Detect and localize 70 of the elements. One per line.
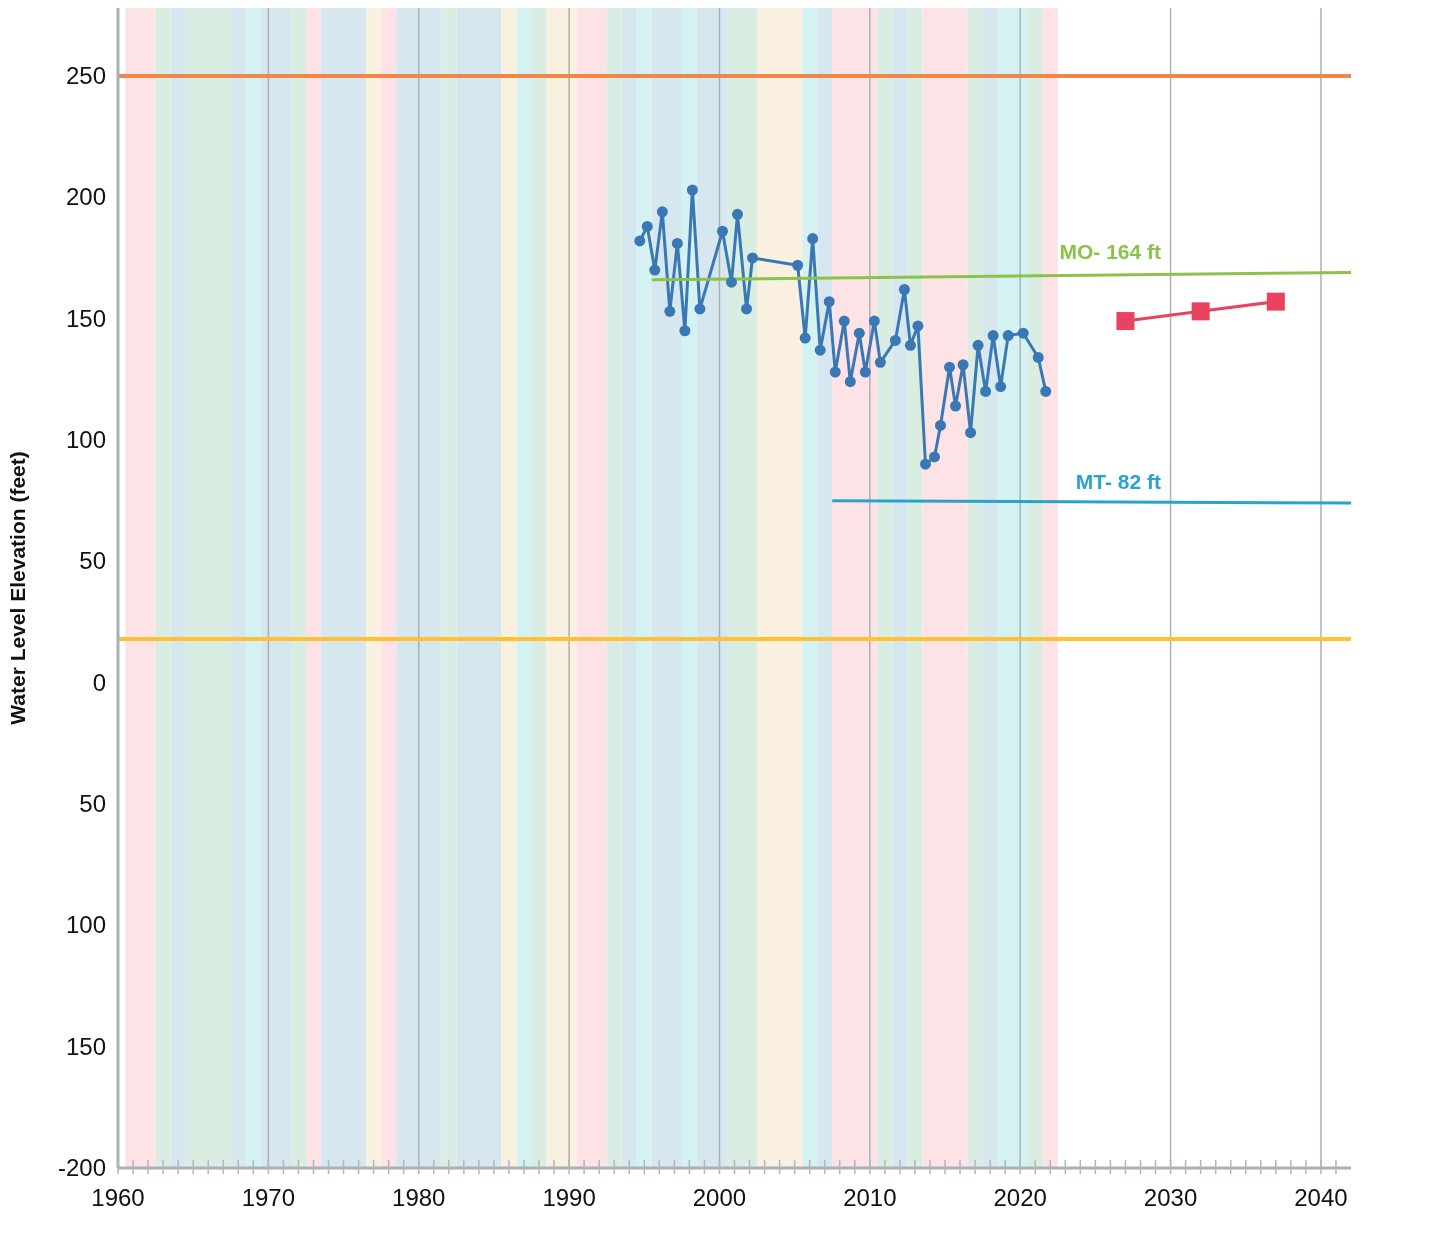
x-tick-label: 2040 (1294, 1184, 1348, 1211)
point (694, 303, 706, 315)
point (950, 400, 962, 412)
point (664, 305, 676, 317)
y-tick-label: 0 (92, 668, 106, 696)
series-label: MT- 82 ft (1075, 470, 1161, 494)
x-tick-label: 1960 (91, 1184, 145, 1211)
point (957, 359, 969, 371)
point (814, 344, 826, 356)
point (649, 264, 661, 276)
point (972, 339, 984, 351)
point (1040, 385, 1052, 397)
y-axis-title: Water Level Elevation (feet) (6, 451, 30, 725)
point (859, 366, 871, 378)
point (792, 259, 804, 271)
point (844, 376, 856, 388)
point (634, 235, 646, 247)
point (898, 284, 910, 296)
point (904, 339, 916, 351)
point (747, 252, 759, 264)
point (716, 225, 728, 237)
y-tick-label: 150 (65, 1032, 106, 1060)
point (741, 303, 753, 315)
point (1017, 327, 1029, 339)
point (656, 206, 668, 218)
point (725, 276, 737, 288)
y-tick-label: 100 (65, 425, 106, 453)
point (732, 208, 744, 220)
point (995, 381, 1007, 393)
point (1032, 351, 1044, 363)
point (935, 419, 946, 431)
point (980, 385, 992, 397)
x-tick-label: 2020 (993, 1184, 1047, 1211)
point (928, 451, 940, 463)
x-tick-label: 2000 (692, 1184, 747, 1211)
y-tick-label: 50 (79, 547, 106, 575)
series-label: MO- 164 ft (1059, 239, 1161, 263)
point (889, 334, 901, 346)
y-tick-label: 250 (65, 61, 106, 89)
point (838, 315, 850, 327)
point (1002, 330, 1014, 342)
point (1266, 292, 1285, 311)
point (853, 327, 865, 339)
point (1116, 312, 1135, 331)
y-tick-label: -200 (57, 1154, 106, 1181)
point (919, 458, 931, 470)
x-tick-label: 2030 (1143, 1184, 1198, 1211)
point (829, 366, 841, 378)
point (799, 332, 811, 344)
point (671, 237, 683, 249)
point (823, 296, 835, 308)
point (874, 356, 886, 368)
point (987, 330, 999, 342)
point (965, 427, 977, 439)
y-tick-label: 150 (65, 304, 106, 332)
y-tick-label: 200 (65, 183, 106, 211)
point (679, 325, 691, 337)
point (641, 220, 653, 232)
point (944, 361, 956, 373)
point (1191, 302, 1210, 321)
x-tick-label: 2010 (843, 1184, 897, 1211)
point (686, 184, 698, 196)
x-tick-label: 1970 (241, 1184, 296, 1211)
y-tick-label: 50 (79, 789, 106, 817)
point (868, 315, 880, 327)
point (807, 233, 819, 245)
x-tick-label: 1980 (392, 1184, 446, 1211)
point (912, 320, 924, 332)
x-tick-label: 1990 (542, 1184, 596, 1211)
y-tick-label: 100 (65, 911, 106, 939)
